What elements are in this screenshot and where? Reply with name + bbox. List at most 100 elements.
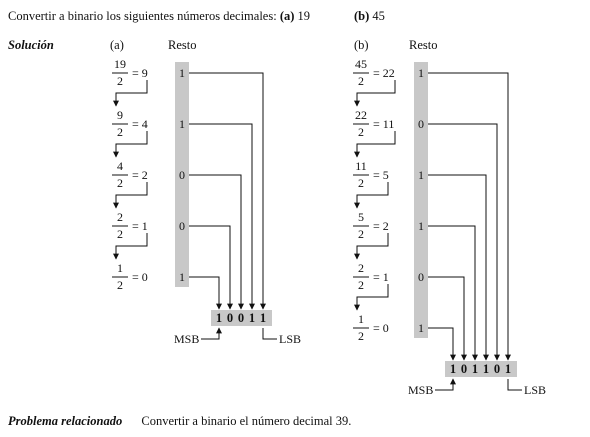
part_b-remainder: 0 [418,270,424,284]
part_b-result-bit: 1 [472,362,478,376]
part_a-remainder-line [189,72,266,310]
problem-text: Convertir a binario los siguientes númer… [8,9,277,23]
part_a-dividend: 4 [117,159,123,173]
part_b-lsb-label: LSB [524,383,546,397]
part_b-dividend: 5 [358,210,364,224]
part_a-quotient: = 2 [132,168,148,182]
part_a-remainder-line [189,276,222,310]
part_b-remainder-line [428,123,500,361]
part_b-divisor: 2 [358,329,364,343]
part_b-result-bit: 1 [483,362,489,376]
part_a-next-arrow [113,182,148,209]
part_b-remainder-line [428,174,489,361]
part_b-remainder-line [428,72,511,361]
part_b-remainder-line [428,327,456,361]
related-problem-label: Problema relacionado [8,414,123,428]
part_a-next-arrow [113,131,148,158]
part_a-msb-label: MSB [174,332,199,346]
part_a-result-bit: 0 [238,311,244,325]
part_b-divisor: 2 [358,278,364,292]
part_b-result-bit: 1 [450,362,456,376]
part_b-next-arrow [354,131,396,158]
part_b-divisor: 2 [358,125,364,139]
part_a-divisor: 2 [117,176,123,190]
part_b-remainder: 1 [418,219,424,233]
part_b-lsb-pointer [507,379,522,391]
part_a-remainder-line [189,123,255,310]
part_b-quotient: = 0 [373,321,389,335]
part_a-result-bit: 1 [249,311,255,325]
part_b-remainder-bar [414,62,428,338]
part_b-result-bit: 0 [494,362,500,376]
part_a-remainder: 0 [179,168,185,182]
part_b-remainder-line [428,276,467,361]
problem-statement: Convertir a binario los siguientes númer… [8,9,310,24]
problem-b-label: (b) [354,9,370,23]
part_a-remainder: 1 [179,270,185,284]
part_a-next-arrow [113,233,148,260]
part_b-next-arrow [354,233,389,260]
part_a-remainder-bar [175,62,189,287]
part_a-divisor: 2 [117,74,123,88]
problem-b: (b) 45 [354,9,385,24]
part_b-remainder: 1 [418,321,424,335]
part_a-remainder: 1 [179,66,185,80]
part_a-remainder-line [189,225,233,310]
problem-a-value: 19 [297,9,311,23]
part_a-dividend: 9 [117,108,123,122]
related-problem: Problema relacionado Convertir a binario… [8,414,351,429]
part-b-resto-header: Resto [409,38,438,52]
part_a-lsb-pointer [262,328,277,340]
part_b-quotient: = 11 [373,117,394,131]
part_a-result-bit: 1 [260,311,266,325]
part_b-quotient: = 5 [373,168,389,182]
part_a-result-bit: 0 [227,311,233,325]
part-a-resto-header: Resto [168,38,197,52]
part_b-remainder-line [428,225,478,361]
part_a-next-arrow [113,80,148,107]
part_b-msb-label: MSB [408,383,433,397]
part_b-remainder: 0 [418,117,424,131]
part_b-msb-pointer [435,378,456,391]
part_a-dividend: 2 [117,210,123,224]
part_b-dividend: 22 [355,108,367,122]
part_a-quotient: = 9 [132,66,148,80]
part_b-divisor: 2 [358,227,364,241]
part_b-divisor: 2 [358,176,364,190]
part_b-remainder: 1 [418,168,424,182]
part_a-msb-pointer [201,327,222,340]
part-a-label: (a) [110,38,124,52]
part_a-quotient: = 4 [132,117,148,131]
part_b-quotient: = 2 [373,219,389,233]
part_a-divisor: 2 [117,227,123,241]
problem-b-value: 45 [372,9,385,23]
part_a-remainder: 0 [179,219,185,233]
part_b-next-arrow [354,182,389,209]
part_b-quotient: = 22 [373,66,395,80]
part_a-dividend: 1 [117,261,123,275]
part_b-divisor: 2 [358,74,364,88]
solution-label: Solución [8,38,54,52]
part_b-quotient: = 1 [373,270,389,284]
part_a-remainder-line [189,174,244,310]
part_b-dividend: 1 [358,312,364,326]
part_a-dividend: 19 [114,57,126,71]
part_b-dividend: 45 [355,57,367,71]
problem-a-label: (a) [279,9,295,23]
part_a-lsb-label: LSB [279,332,301,346]
part_b-next-arrow [354,284,389,311]
part_b-result-bit: 1 [505,362,511,376]
part_a-result-box [211,310,272,326]
part_a-divisor: 2 [117,125,123,139]
related-problem-text: Convertir a binario el número decimal 39… [141,414,352,428]
part-b-label: (b) [354,38,369,52]
part_a-result-bit: 1 [216,311,222,325]
part_a-quotient: = 0 [132,270,148,284]
part_b-result-bit: 0 [461,362,467,376]
part_a-divisor: 2 [117,278,123,292]
part_a-remainder: 1 [179,117,185,131]
part_a-quotient: = 1 [132,219,148,233]
part_b-result-box [445,361,517,377]
part_b-dividend: 11 [355,159,367,173]
